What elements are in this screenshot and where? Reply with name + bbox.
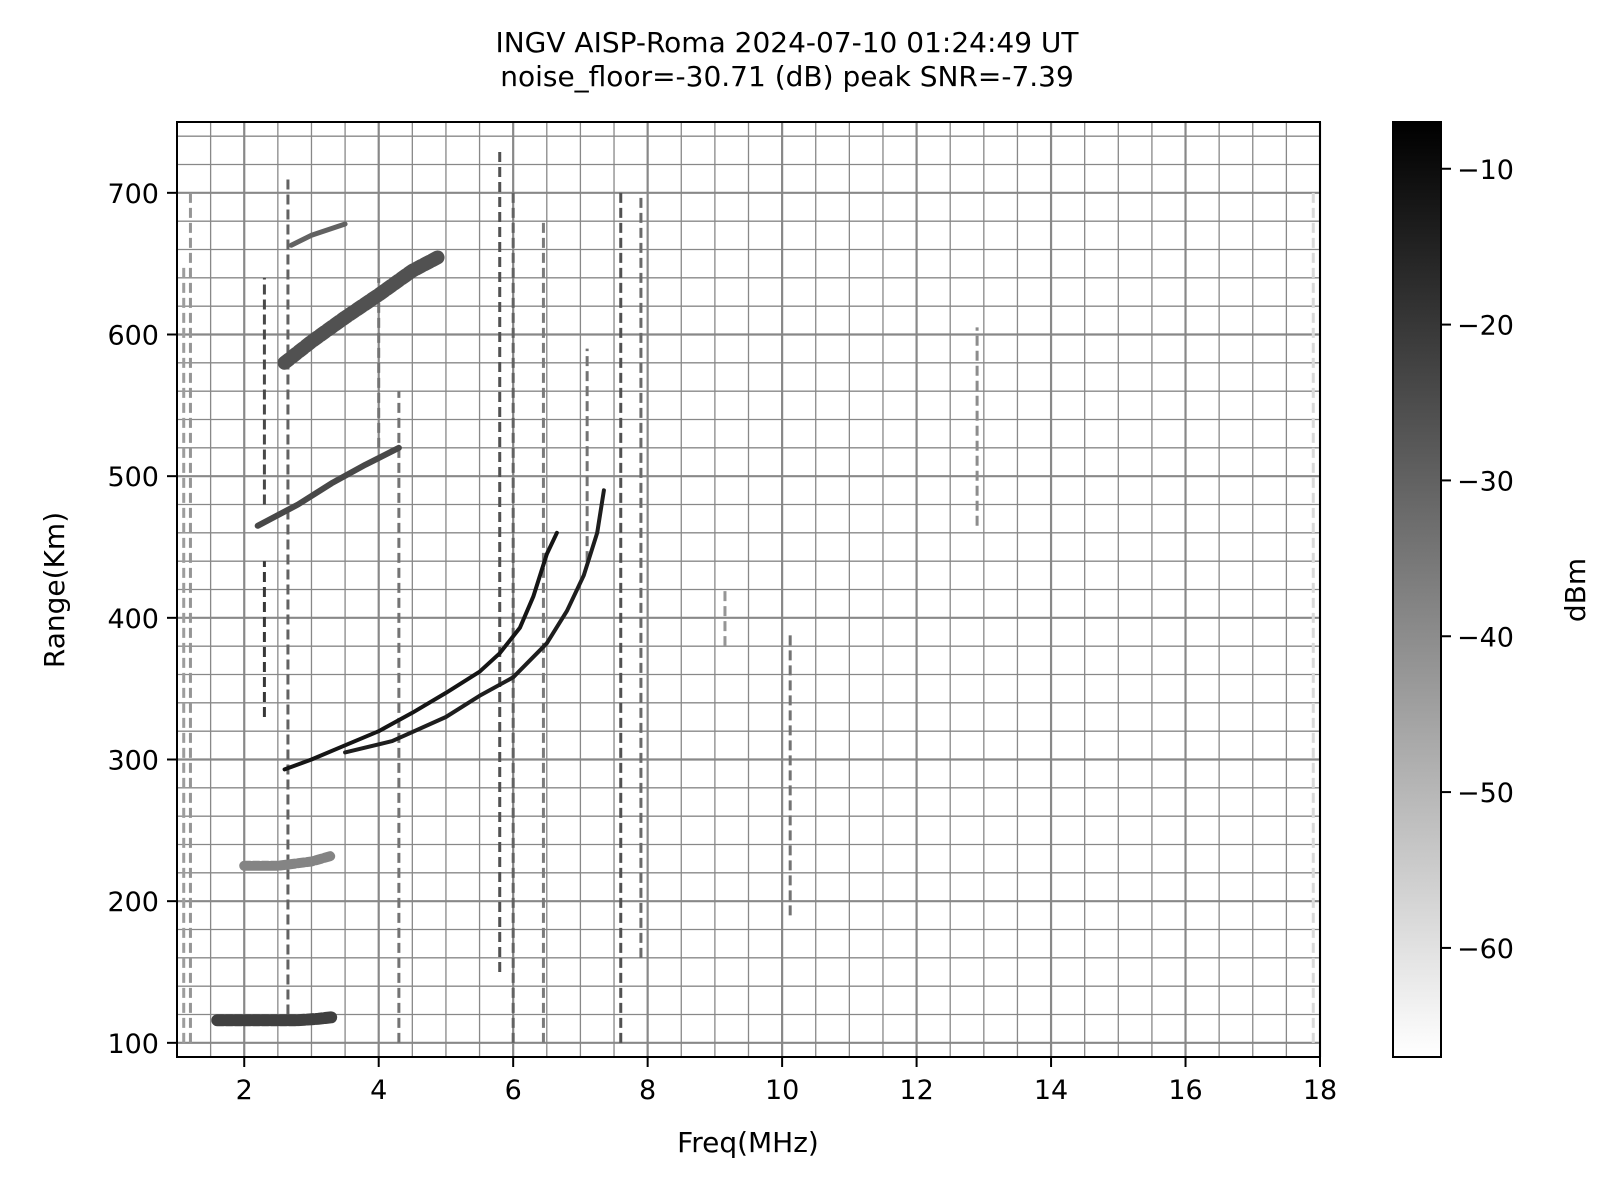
x-tick-label: 4 (370, 1075, 387, 1106)
colorbar-tick-label: −50 (1457, 778, 1514, 809)
y-axis: 100 200 300 400 500 600 700 (107, 179, 177, 1060)
y-tick-label: 700 (107, 179, 159, 210)
y-tick-label: 300 (107, 746, 159, 777)
x-tick-label: 18 (1303, 1075, 1337, 1106)
y-tick-label: 400 (107, 604, 159, 635)
x-tick-label: 16 (1168, 1075, 1202, 1106)
chart-subtitle: noise_floor=-30.71 (dB) peak SNR=-7.39 (500, 60, 1074, 93)
y-tick-label: 100 (107, 1029, 159, 1060)
colorbar-tick-label: −60 (1457, 934, 1514, 965)
x-tick-label: 8 (639, 1075, 656, 1106)
trace-multi-hop-600 (277, 249, 447, 370)
colorbar-tick-label: −20 (1457, 311, 1514, 342)
colorbar-tick-label: −40 (1457, 622, 1514, 653)
colorbar-label: dBm (1559, 558, 1592, 622)
trace-multi-hop-500 (254, 444, 402, 529)
x-axis: 2 4 6 8 10 12 14 16 18 (236, 1057, 1337, 1106)
colorbar-tick-label: −30 (1457, 466, 1514, 497)
y-axis-label: Range(Km) (38, 512, 71, 668)
trace-f-x-trace (343, 488, 606, 755)
colorbar-tick-label: −10 (1457, 155, 1514, 186)
colorbar-gradient (1392, 121, 1442, 1058)
y-tick-label: 500 (107, 462, 159, 493)
x-tick-label: 10 (765, 1075, 799, 1106)
trace-echo-665 (288, 221, 348, 248)
colorbar: −10 −20 −30 −40 −50 −60 dBm (1392, 121, 1592, 1058)
colorbar-ticks: −10 −20 −30 −40 −50 −60 (1441, 155, 1514, 965)
x-tick-label: 2 (236, 1075, 253, 1106)
echo-traces (182, 150, 1315, 1043)
plot-area (176, 121, 1322, 1058)
y-tick-label: 200 (107, 887, 159, 918)
trace-f-o-trace (282, 530, 559, 772)
y-tick-label: 600 (107, 321, 159, 352)
trace-echo-225 (239, 850, 337, 871)
trace-e-layer (211, 1011, 338, 1027)
x-tick-label: 6 (505, 1075, 522, 1106)
x-axis-label: Freq(MHz) (677, 1126, 819, 1159)
x-tick-label: 14 (1034, 1075, 1068, 1106)
plot-frame (176, 121, 1321, 1058)
chart-title: INGV AISP-Roma 2024-07-10 01:24:49 UT (495, 26, 1079, 59)
x-tick-label: 12 (899, 1075, 933, 1106)
